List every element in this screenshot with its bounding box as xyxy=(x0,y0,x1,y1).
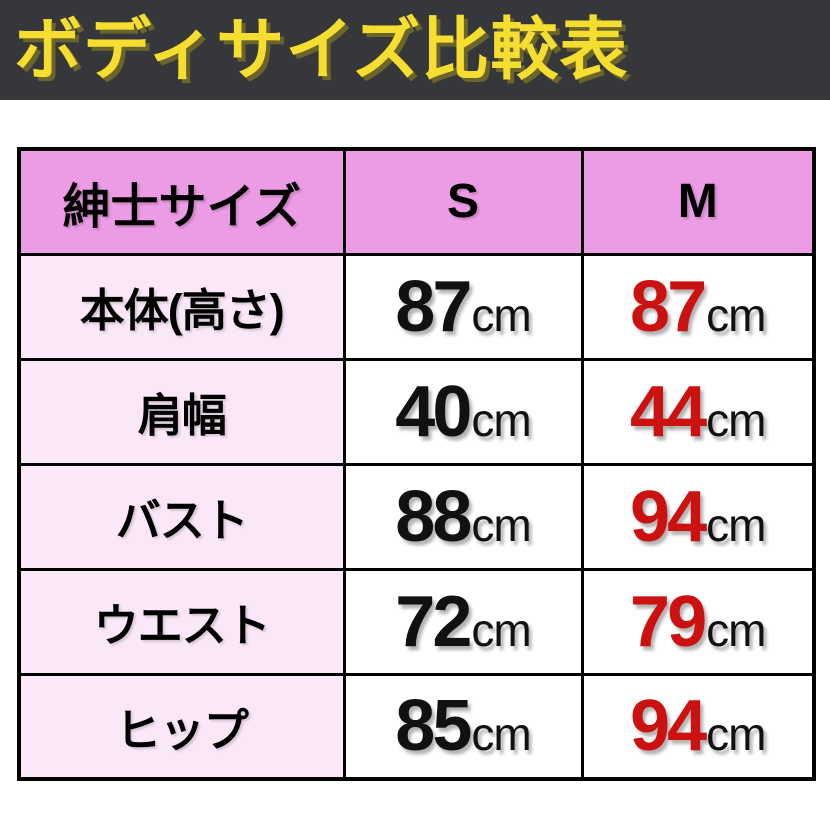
s-value-cell: 40 cm xyxy=(342,357,584,466)
s-value-cell: 87 cm xyxy=(342,252,584,361)
s-value-cell: 72 cm xyxy=(342,567,584,676)
row-label: 肩幅 xyxy=(17,357,346,466)
row-label: バスト xyxy=(17,462,346,571)
header-cell-size-m: M xyxy=(580,147,816,256)
m-value-cell: 44 cm xyxy=(580,357,816,466)
row-label: ウエスト xyxy=(17,567,346,676)
measurement-value: 44 cm xyxy=(630,371,766,452)
table-row: バスト 88 cm 94 cm xyxy=(17,462,816,571)
table-header-row: 紳士サイズ S M xyxy=(17,147,816,256)
title-bar: ボディサイズ比較表 xyxy=(0,0,830,100)
measurement-value: 79 cm xyxy=(630,581,766,662)
measurement-value: 72 cm xyxy=(395,581,531,662)
header-cell-size-label: 紳士サイズ xyxy=(17,147,346,256)
s-value-cell: 88 cm xyxy=(342,462,584,571)
table-row: ウエスト 72 cm 79 cm xyxy=(17,567,816,676)
header-cell-size-s: S xyxy=(342,147,584,256)
size-comparison-table-wrap: 紳士サイズ S M 本体(高さ) 87 cm 87 cm 肩幅 40 cm xyxy=(17,147,816,781)
measurement-value: 94 cm xyxy=(630,476,766,557)
row-label: ヒップ xyxy=(17,672,346,781)
measurement-value: 94 cm xyxy=(630,686,766,767)
measurement-value: 87 cm xyxy=(630,266,766,347)
measurement-value: 88 cm xyxy=(395,476,531,557)
table-row: ヒップ 85 cm 94 cm xyxy=(17,672,816,781)
page-title: ボディサイズ比較表 xyxy=(14,12,629,88)
measurement-value: 85 cm xyxy=(395,686,531,767)
table-row: 本体(高さ) 87 cm 87 cm xyxy=(17,252,816,361)
m-value-cell: 79 cm xyxy=(580,567,816,676)
row-label: 本体(高さ) xyxy=(17,252,346,361)
size-comparison-table: 紳士サイズ S M 本体(高さ) 87 cm 87 cm 肩幅 40 cm xyxy=(17,147,816,781)
measurement-value: 87 cm xyxy=(395,266,531,347)
m-value-cell: 87 cm xyxy=(580,252,816,361)
s-value-cell: 85 cm xyxy=(342,672,584,781)
measurement-value: 40 cm xyxy=(395,371,531,452)
table-row: 肩幅 40 cm 44 cm xyxy=(17,357,816,466)
m-value-cell: 94 cm xyxy=(580,462,816,571)
m-value-cell: 94 cm xyxy=(580,672,816,781)
